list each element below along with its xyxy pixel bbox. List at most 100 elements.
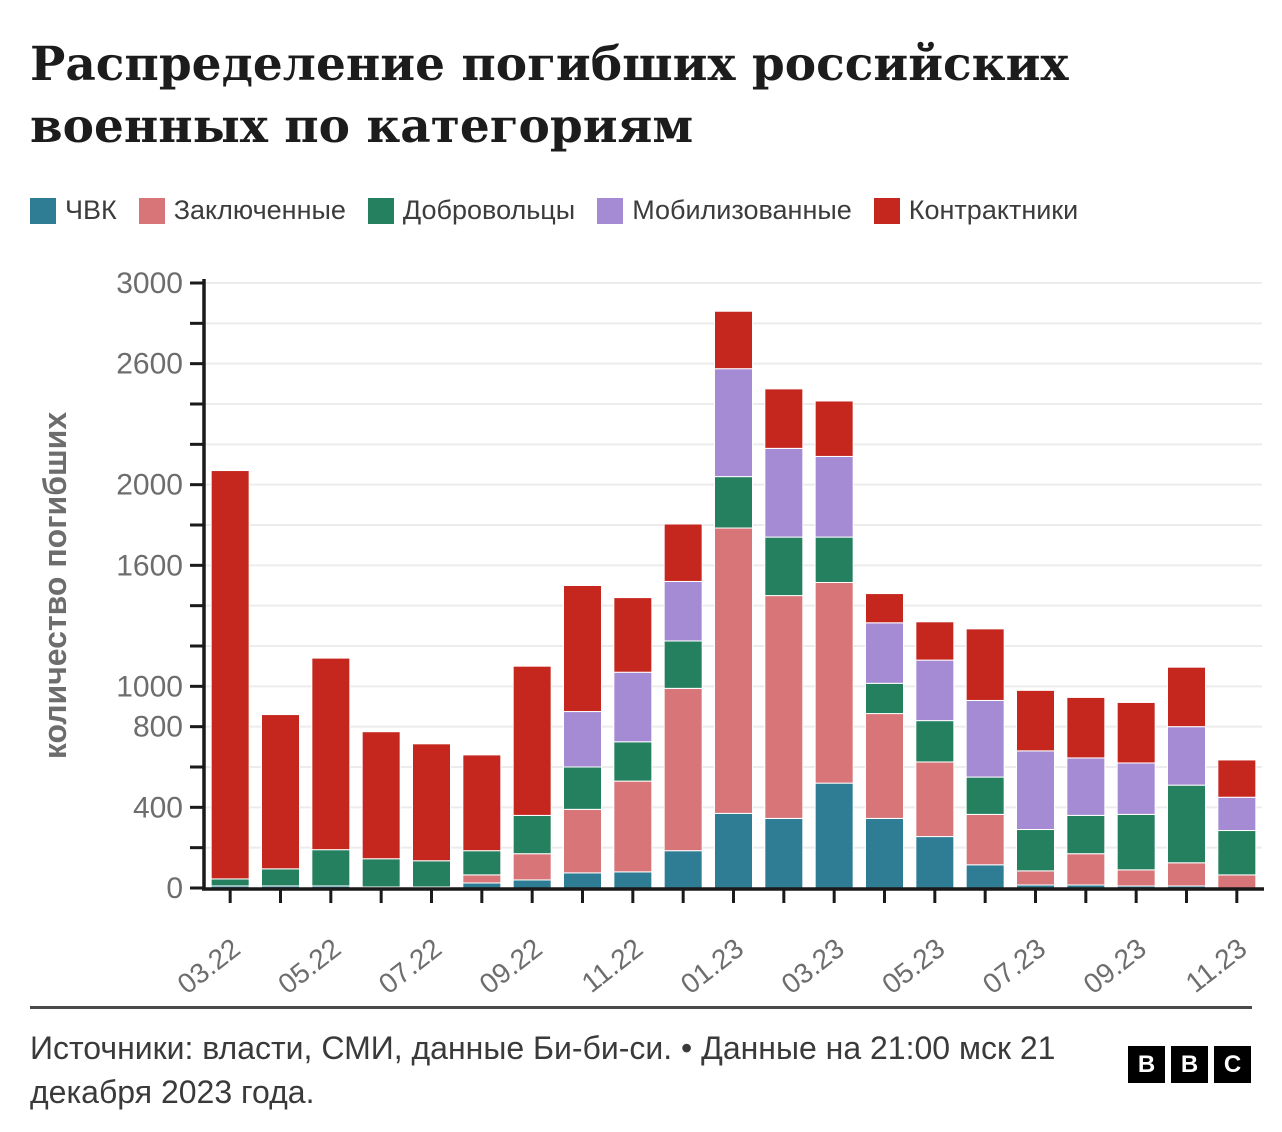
bar-segment xyxy=(965,776,1005,815)
bar-segment xyxy=(1217,759,1257,798)
bar-segment xyxy=(865,622,904,684)
y-axis-tick-label: 2000 xyxy=(116,469,183,502)
x-axis-tick-label: 11.22 xyxy=(576,932,649,998)
bar-segment xyxy=(462,874,502,884)
bar-segment xyxy=(915,836,955,889)
bar-segment xyxy=(613,741,653,782)
bar-segment xyxy=(512,814,552,855)
y-axis-tick-label: 3000 xyxy=(116,267,183,300)
bar-segment xyxy=(1116,813,1156,871)
bar-segment xyxy=(1016,689,1055,752)
x-axis-tick-label: 11.23 xyxy=(1180,932,1253,998)
bar-segment xyxy=(613,671,653,743)
bar-segment xyxy=(210,878,250,887)
bar-segment xyxy=(563,808,602,874)
legend-swatch-icon xyxy=(138,197,165,224)
bbc-logo-letter: C xyxy=(1214,1046,1251,1083)
legend-swatch-icon xyxy=(873,197,900,224)
legend-item: Заключенные xyxy=(138,195,346,225)
bar-segment xyxy=(412,743,451,862)
bar-segment xyxy=(814,782,854,889)
bar-segment xyxy=(563,872,602,889)
legend-item: ЧВК xyxy=(30,197,117,224)
bar-segment xyxy=(1116,869,1156,887)
x-axis-tick-label: 05.23 xyxy=(876,932,950,1000)
x-axis-tick-label: 01.23 xyxy=(675,932,749,1000)
bar-segment xyxy=(965,628,1005,701)
y-axis-title: количество погибших xyxy=(37,412,73,759)
x-axis-tick-label: 07.22 xyxy=(373,932,447,1000)
bbc-logo: B B C xyxy=(1128,1046,1251,1083)
bar-segment xyxy=(1016,750,1055,831)
bar-segment xyxy=(915,621,955,661)
x-axis-tick-label: 07.23 xyxy=(977,932,1051,1000)
bar-segment xyxy=(412,860,451,888)
bar-segment xyxy=(764,447,804,538)
bar-segment xyxy=(1217,874,1257,889)
y-axis-tick-label: 1000 xyxy=(116,670,183,703)
bar-segment xyxy=(462,754,502,852)
bar-segment xyxy=(965,813,1005,866)
bar-segment xyxy=(1066,757,1106,816)
legend-label: Мобилизованные xyxy=(632,195,852,225)
bar-segment xyxy=(1217,830,1257,876)
bar-segment xyxy=(462,882,502,889)
bar-segment xyxy=(915,761,955,838)
bar-segment xyxy=(512,665,552,816)
bar-segment xyxy=(512,853,552,881)
bar-segment xyxy=(663,850,703,889)
y-axis-tick-label: 1600 xyxy=(116,549,183,582)
bar-segment xyxy=(865,817,904,889)
x-axis-tick-label: 09.22 xyxy=(474,932,548,1000)
bar-segment xyxy=(613,597,653,673)
chart-legend: ЧВК Заключенные Добровольцы Мобилизованные К… xyxy=(30,197,1078,224)
bar-segment xyxy=(563,766,602,810)
legend-swatch-icon xyxy=(30,197,56,224)
bar-segment xyxy=(311,849,351,887)
bar-segment xyxy=(814,581,854,784)
bar-segment xyxy=(1116,762,1156,815)
bar-segment xyxy=(865,713,904,819)
bar-segment xyxy=(965,864,1005,889)
bar-segment xyxy=(714,527,753,814)
bar-segment xyxy=(663,640,703,689)
bar-segment xyxy=(1217,796,1257,832)
bar-segment xyxy=(663,580,703,642)
bar-segment xyxy=(1066,696,1106,759)
bar-segment xyxy=(361,731,401,860)
bar-segment xyxy=(915,659,955,722)
x-axis-tick-label: 09.23 xyxy=(1078,932,1152,1000)
bbc-logo-letter: B xyxy=(1171,1046,1208,1083)
x-axis-tick-label: 03.23 xyxy=(776,932,850,1000)
legend-label: Добровольцы xyxy=(402,195,576,225)
bar-segment xyxy=(210,470,250,880)
bar-segment xyxy=(1116,701,1156,764)
y-axis-tick-label: 0 xyxy=(166,872,183,905)
legend-label: Заключенные xyxy=(173,195,346,225)
bar-segment xyxy=(261,714,300,870)
bar-segment xyxy=(714,476,753,529)
legend-item: Контрактники xyxy=(873,195,1079,225)
bar-segment xyxy=(563,585,602,713)
footer-divider xyxy=(30,1006,1252,1009)
y-axis-tick-label: 2600 xyxy=(116,348,183,381)
bar-segment xyxy=(915,720,955,763)
bar-segment xyxy=(1066,853,1106,886)
bar-segment xyxy=(1016,829,1055,872)
bar-segment xyxy=(311,657,351,851)
y-axis-tick-label: 800 xyxy=(133,711,183,744)
bar-segment xyxy=(1167,726,1206,786)
bar-segment xyxy=(714,310,753,370)
bar-segment xyxy=(512,879,552,889)
bar-segment xyxy=(865,593,904,624)
x-axis-tick-label: 05.22 xyxy=(272,932,346,1000)
legend-item: Мобилизованные xyxy=(597,197,852,224)
x-axis-tick-label: 03.22 xyxy=(172,932,246,1000)
legend-label: Контрактники xyxy=(908,195,1079,225)
bar-segment xyxy=(1167,862,1206,887)
bar-segment xyxy=(563,711,602,768)
bar-segment xyxy=(814,536,854,583)
legend-swatch-icon xyxy=(597,197,624,224)
